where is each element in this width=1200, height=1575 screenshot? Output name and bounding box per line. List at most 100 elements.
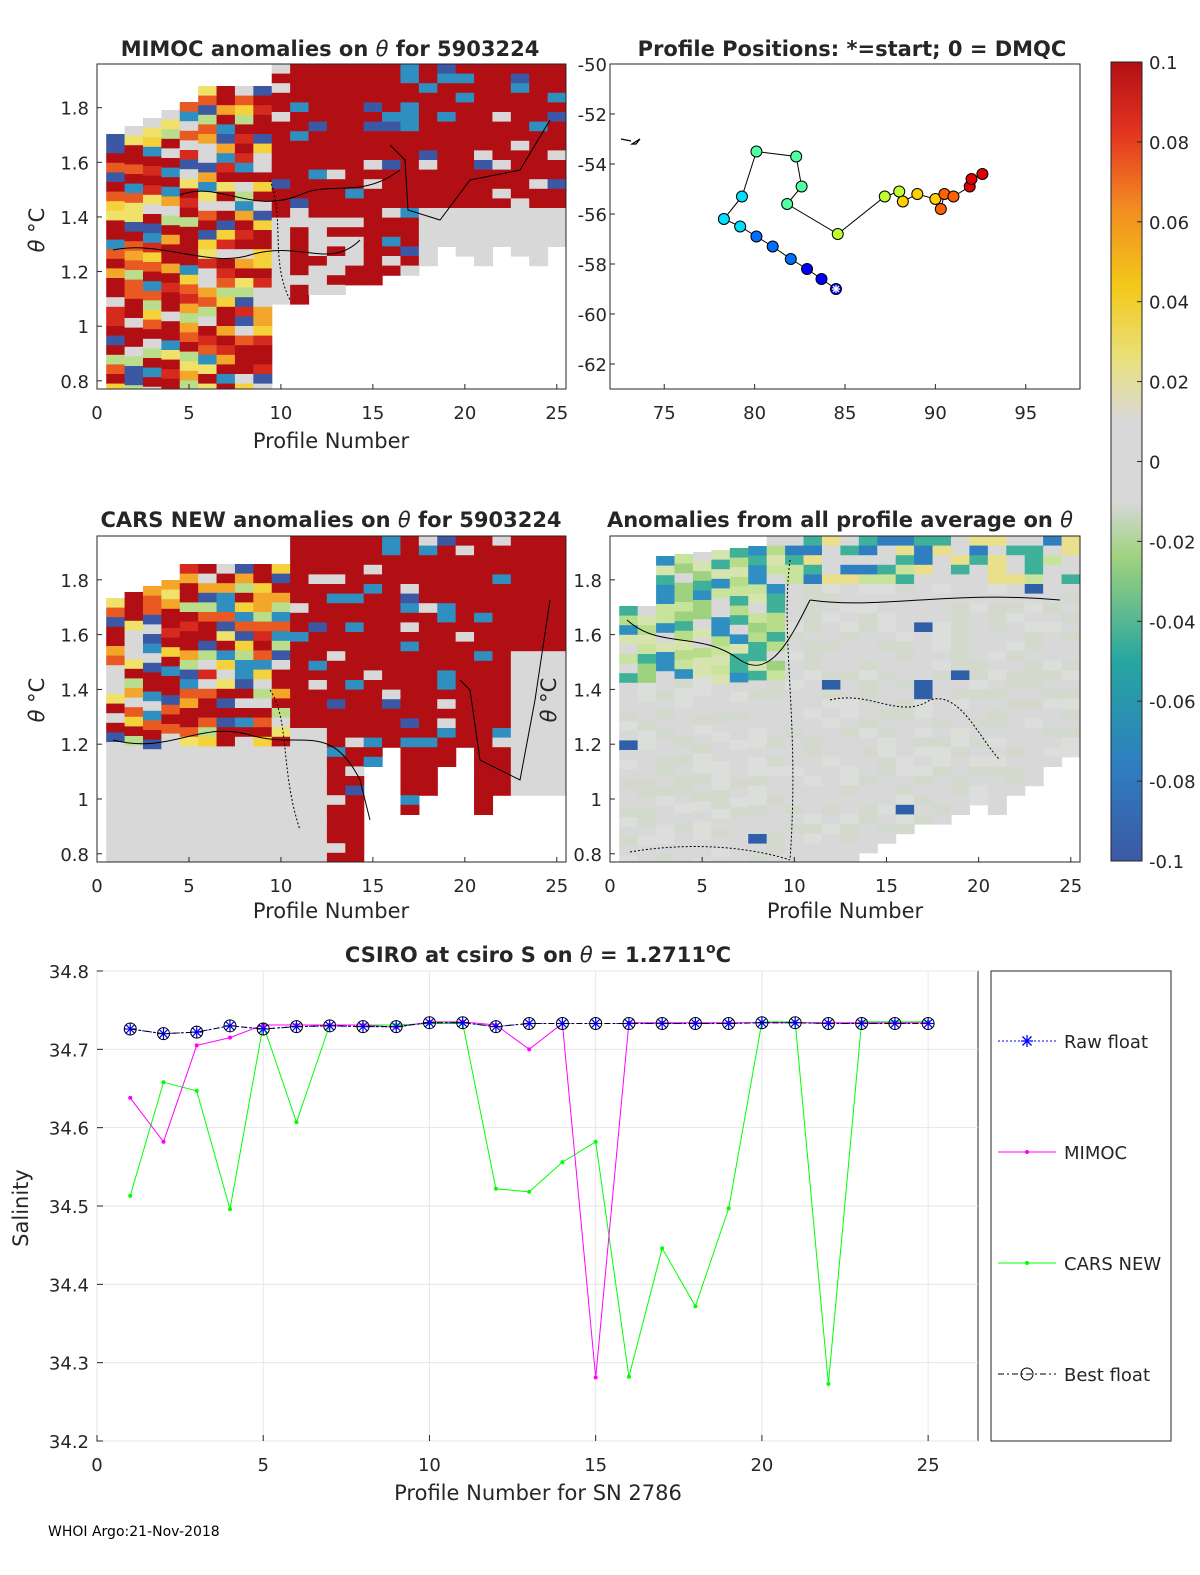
field-cell [766,660,786,671]
field-cell [308,824,328,835]
field-cell [234,316,254,327]
field-cell [785,660,805,671]
field-cell [400,574,420,585]
field-cell [198,736,218,747]
field-cell [400,545,420,556]
field-cell [161,292,181,303]
field-cell [858,776,878,787]
field-cell [308,92,328,103]
field-cell [106,655,126,666]
field-cell [510,188,530,199]
field-cell [124,126,144,137]
field-cell [474,785,494,796]
field-cell [840,622,860,633]
field-cell [1024,641,1044,652]
field-cell [363,198,383,209]
field-cell [766,795,786,806]
field-cell [547,112,566,123]
field-cell [950,747,971,758]
field-cell [858,708,878,719]
field-cell [271,679,291,690]
field-cell [437,179,457,190]
y-tick-label: -60 [578,305,607,326]
field-cell [216,182,236,193]
field-cell [510,718,530,729]
field-cell [345,236,365,247]
field-cell [124,860,144,862]
field-cell [1061,660,1080,671]
field-cell [674,573,694,584]
field-cell [179,140,199,151]
field-cell [692,676,712,687]
field-cell [326,536,346,547]
field-cell [766,756,786,767]
field-cell [547,198,566,209]
field-cell [877,689,897,700]
field-cell [437,584,457,595]
field-cell [510,593,530,604]
field-cell [729,567,749,578]
field-cell [1043,622,1063,633]
field-cell [124,812,144,823]
field-cell [766,718,786,729]
field-cell [308,265,328,276]
field-cell [345,776,365,787]
field-cell [179,756,199,767]
field-cell [474,766,494,777]
field-cell [1024,747,1044,758]
field-cell [674,803,694,814]
field-cell [474,112,494,123]
field-cell [637,759,657,770]
field-cell [1061,574,1080,585]
field-cell [803,766,823,777]
field-cell [950,718,971,729]
mimoc-x-ticks: 0 5 10 15 20 25 [91,384,568,424]
x-tick-label: 20 [750,1455,773,1476]
field-cell [510,64,530,75]
field-cell [492,208,512,219]
field-cell [161,196,181,207]
field-cell [142,271,162,282]
field-cell [987,555,1007,566]
field-cell [766,785,786,796]
field-cell [969,545,989,556]
field-cell [529,179,549,190]
field-cell [529,708,549,719]
field-cell [840,795,860,806]
field-cell [950,641,971,652]
field-cell [1024,651,1044,662]
field-cell [179,727,199,738]
field-cell [785,670,805,681]
positions-y-ticks: -50-52-54-56-58-60-62 [578,55,615,376]
field-cell [216,287,236,298]
field-cell [418,728,438,739]
field-cell [363,728,383,739]
field-cell [418,83,438,94]
field-cell [326,584,346,595]
field-cell [198,650,218,661]
data-point [655,1016,669,1030]
field-cell [253,191,273,202]
field-cell [290,584,310,595]
field-cell [216,592,236,603]
field-cell [474,246,494,257]
field-cell [345,208,365,219]
field-cell [474,131,494,142]
field-cell [124,222,144,233]
field-cell [253,134,273,145]
field-cell [969,785,989,796]
field-cell [253,374,273,385]
field-cell [290,699,310,710]
field-cell [124,164,144,175]
field-cell [674,659,694,670]
field-cell [547,622,566,633]
field-cell [345,256,365,267]
field-cell [290,208,310,219]
field-cell [400,188,420,199]
field-cell [418,246,438,257]
field-cell [637,615,657,626]
field-cell [216,268,236,279]
star-stroke [424,1017,435,1028]
field-cell [290,622,310,633]
field-cell [106,278,126,289]
